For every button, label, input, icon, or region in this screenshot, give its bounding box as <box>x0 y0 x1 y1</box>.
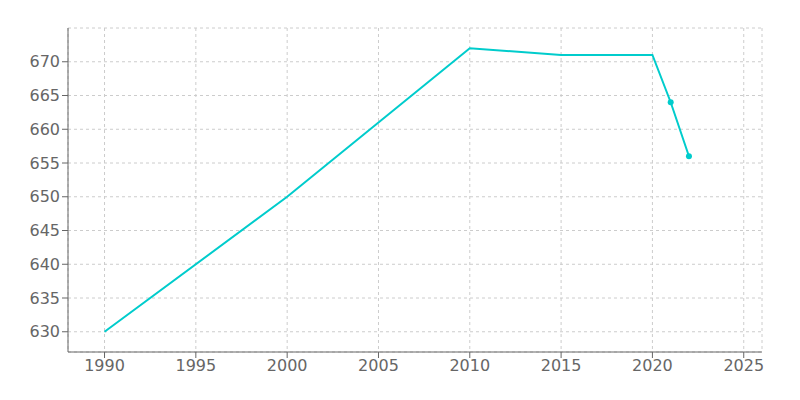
svg-text:2000: 2000 <box>267 356 308 375</box>
svg-text:2025: 2025 <box>723 356 764 375</box>
svg-text:2020: 2020 <box>632 356 673 375</box>
svg-text:655: 655 <box>29 154 60 173</box>
svg-text:1990: 1990 <box>84 356 125 375</box>
svg-text:640: 640 <box>29 255 60 274</box>
svg-text:1995: 1995 <box>175 356 216 375</box>
svg-text:660: 660 <box>29 120 60 139</box>
svg-text:650: 650 <box>29 187 60 206</box>
svg-text:635: 635 <box>29 289 60 308</box>
svg-text:2005: 2005 <box>358 356 399 375</box>
svg-text:2010: 2010 <box>449 356 490 375</box>
svg-text:2015: 2015 <box>541 356 582 375</box>
svg-text:645: 645 <box>29 221 60 240</box>
svg-text:630: 630 <box>29 322 60 341</box>
svg-text:665: 665 <box>29 86 60 105</box>
svg-text:670: 670 <box>29 52 60 71</box>
